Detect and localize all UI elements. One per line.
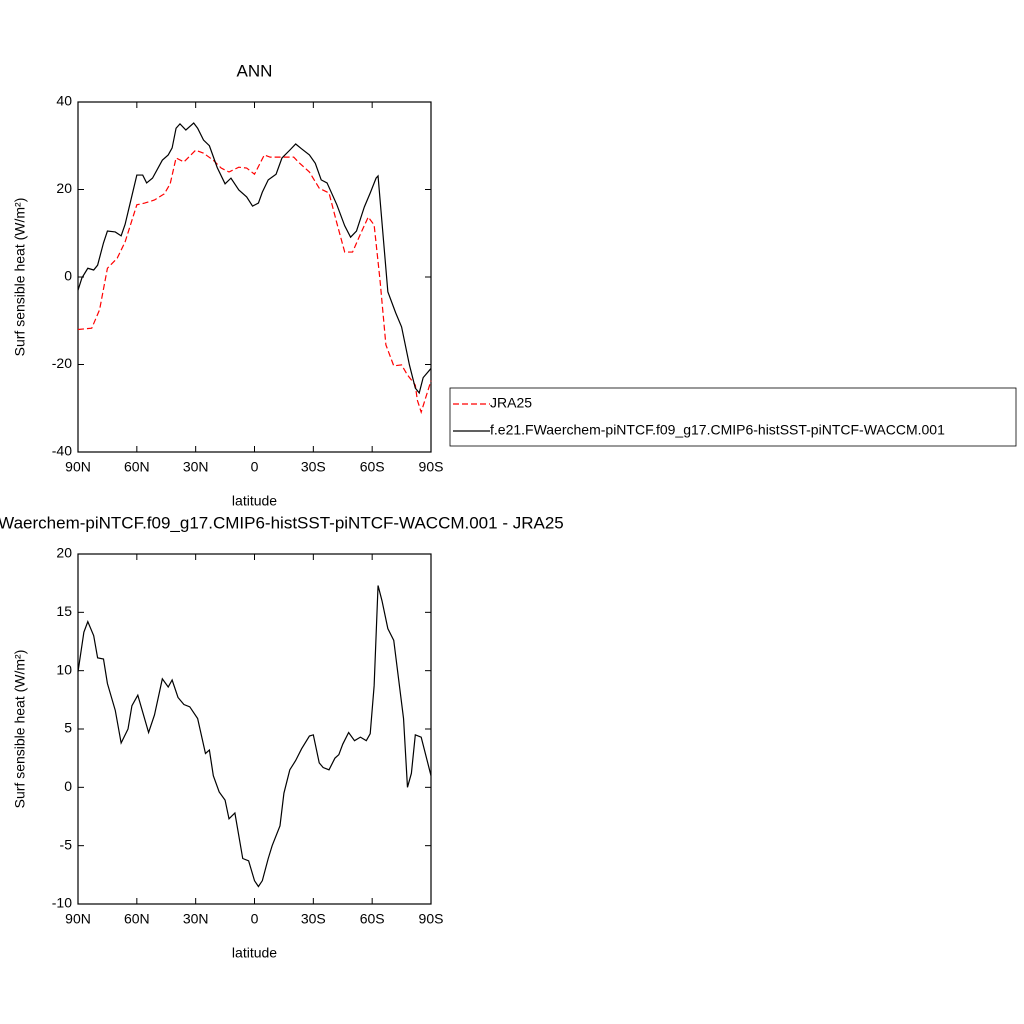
series-line [77, 122, 432, 395]
x-tick-label: 90N [65, 911, 91, 927]
x-tick-label: 30S [301, 911, 326, 927]
y-tick-label: 20 [56, 545, 72, 561]
y-tick-label: 0 [64, 268, 72, 284]
x-tick-label: 30S [301, 459, 326, 475]
series-line [77, 585, 432, 888]
legend: JRA25 f.e21.FWaerchem-piNTCF.f09_g17.CMIP… [449, 387, 1017, 447]
series-line [77, 149, 432, 415]
x-tick-label: 90N [65, 459, 91, 475]
legend-frame [449, 387, 1017, 447]
y-tick-label: 0 [64, 778, 72, 794]
chart-title: ANN [237, 61, 273, 80]
x-tick-label: 30N [183, 911, 209, 927]
y-tick-label: 10 [56, 661, 72, 677]
plot-frame [77, 553, 432, 905]
y-axis-label: Surf sensible heat (W/m²) [12, 650, 28, 809]
x-tick-label: 0 [251, 459, 259, 475]
plot: -40 -20 0 20 40 90N 60N 30N 0 30S 60S 90S ANN latitud… [12, 61, 1017, 509]
y-tick-label: -5 [60, 836, 73, 852]
y-tick-label: -40 [52, 443, 72, 459]
y-tick-label: 5 [64, 720, 72, 736]
x-tick-label: 0 [251, 911, 259, 927]
x-tick-label: 30N [183, 459, 209, 475]
x-tick-label: 60N [124, 911, 150, 927]
legend-label: f.e21.FWaerchem-piNTCF.f09_g17.CMIP6-his… [490, 422, 945, 438]
x-tick-label: 90S [419, 459, 444, 475]
y-axis-label: Surf sensible heat (W/m²) [12, 198, 28, 357]
x-tick-label: 90S [419, 911, 444, 927]
chart-title: f.e21.FWaerchem-piNTCF.f09_g17.CMIP6-his… [0, 513, 564, 532]
x-axis-label: latitude [232, 493, 277, 509]
y-tick-label: 15 [56, 603, 72, 619]
legend-label: JRA25 [490, 395, 532, 411]
x-tick-label: 60S [360, 459, 385, 475]
y-tick-label: 40 [56, 93, 72, 109]
y-tick-label: 20 [56, 180, 72, 196]
plot: -10 -5 0 5 10 15 20 90N 60N 30N 0 30S 60S 90S f.e21.FW… [0, 513, 564, 960]
x-tick-label: 60N [124, 459, 150, 475]
y-tick-label: -20 [52, 355, 72, 371]
x-tick-label: 60S [360, 911, 385, 927]
x-axis-label: latitude [232, 945, 277, 961]
y-tick-label: -10 [52, 895, 72, 911]
plot-frame [77, 101, 432, 453]
